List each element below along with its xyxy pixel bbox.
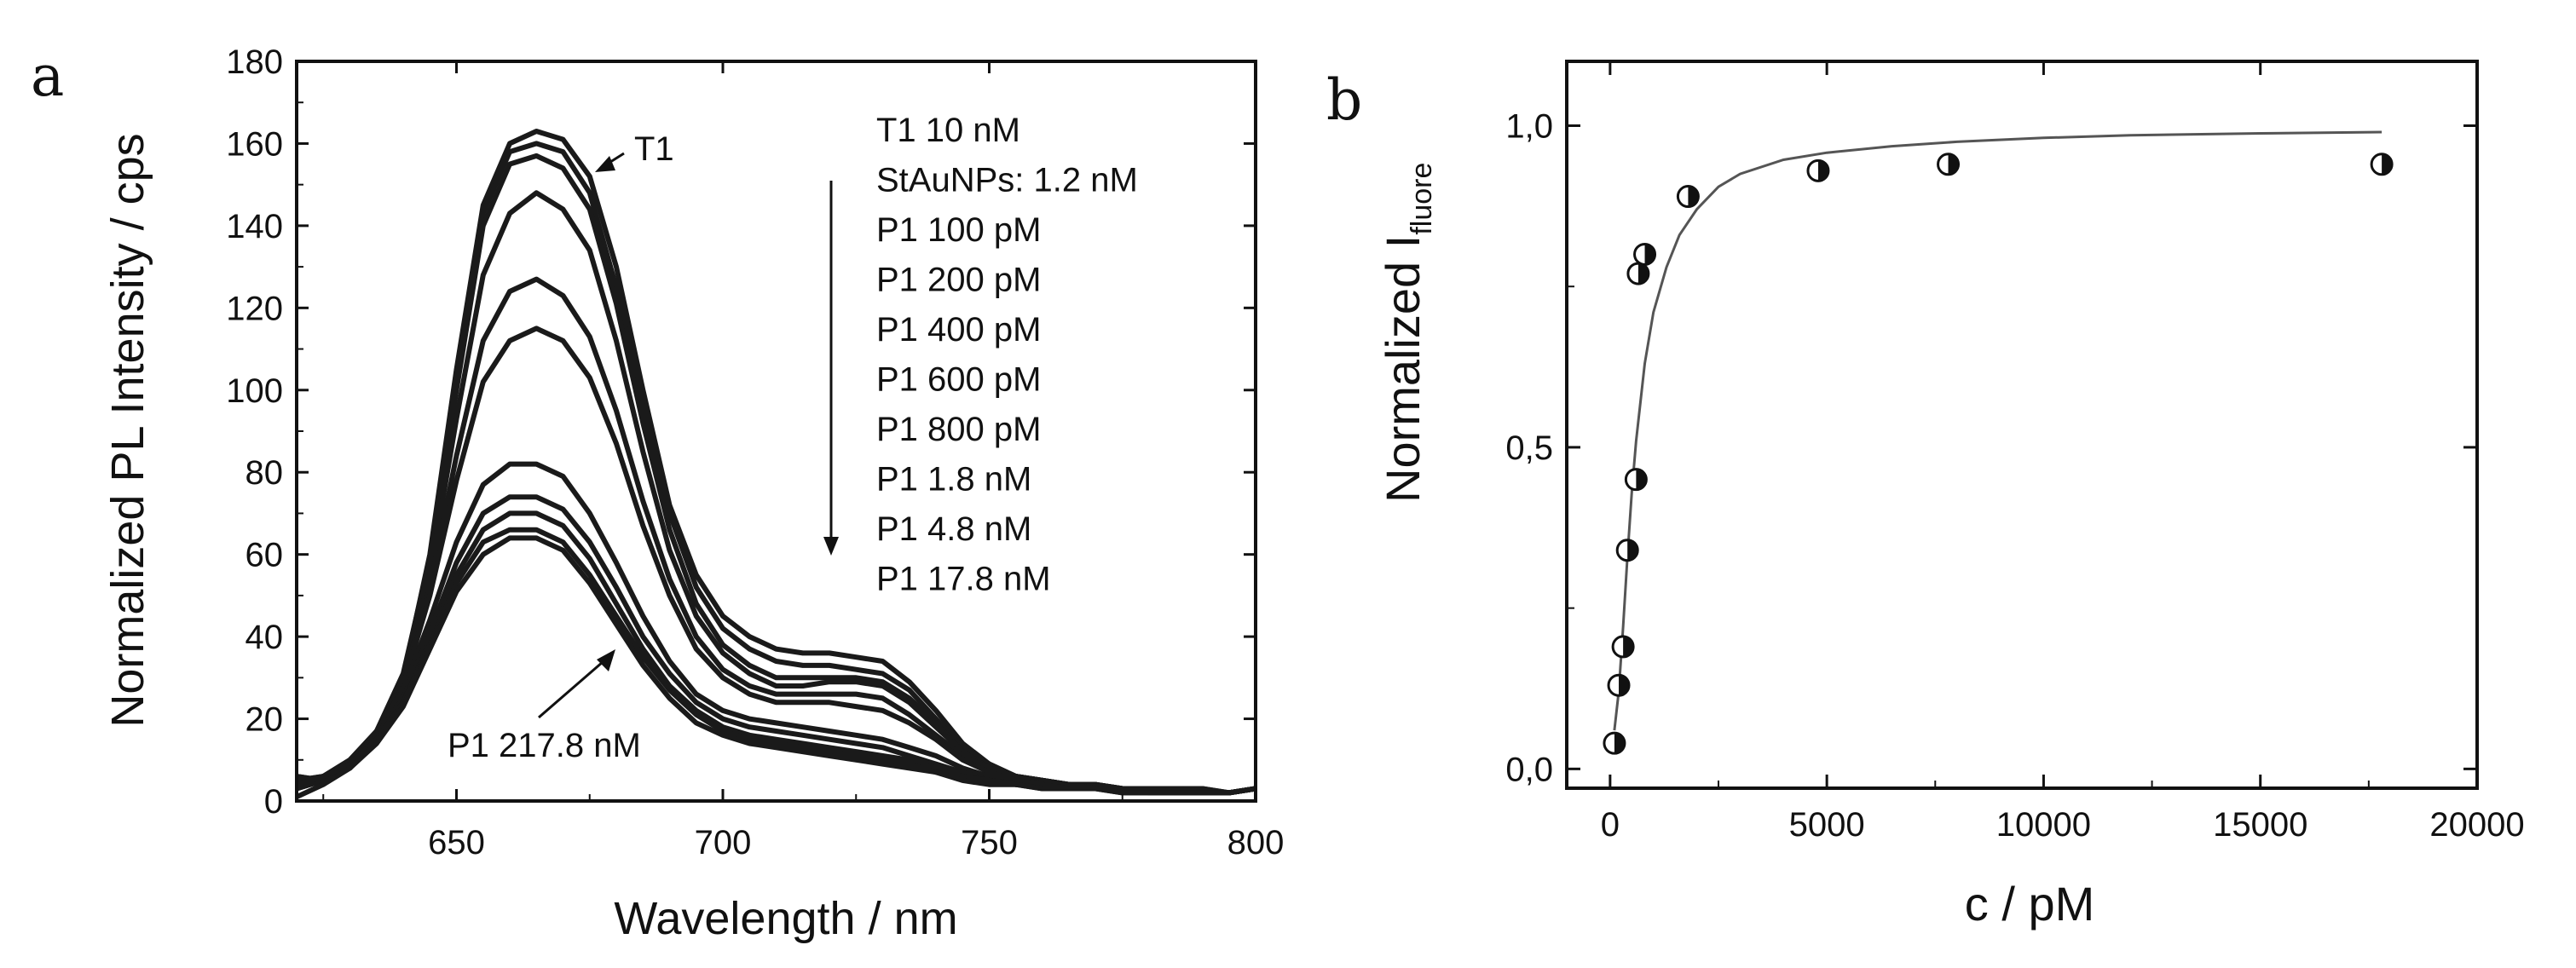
a-xtick-label: 700 <box>695 824 752 861</box>
fit-curve <box>1613 130 2383 731</box>
panel-a: a 0 20 40 60 80 100 120 140 160 180 650 700 750 800 W… <box>31 43 1284 944</box>
b-xtick-label: 10000 <box>1996 806 2091 844</box>
scatter-point <box>1806 158 1830 182</box>
scatter-point <box>2370 153 2394 176</box>
a-ytick-label: 160 <box>226 125 283 163</box>
panel-b-ylabel-sub: fluore <box>1406 163 1438 235</box>
legend-entry: P1 600 pM <box>876 361 1041 399</box>
panel-a-ylabel: Normalized PL Intensity / cps <box>102 133 153 727</box>
a-ytick-label: 40 <box>245 619 284 656</box>
a-ytick-label: 20 <box>245 701 284 739</box>
a-ytick-label: 60 <box>245 537 284 574</box>
scatter-point <box>1611 635 1635 659</box>
legend-entry: P1 100 pM <box>876 211 1041 249</box>
a-ytick-label: 180 <box>226 43 283 81</box>
panel-b-ylabel-main: Normalized I <box>1376 235 1430 503</box>
a-xtick-label: 750 <box>961 824 1018 861</box>
panel-b-ylabel: Normalized Ifluore <box>1376 163 1438 503</box>
a-ytick-label: 140 <box>226 208 283 245</box>
p1-arrow-line <box>538 654 610 719</box>
legend-entry: StAuNPs: 1.2 nM <box>876 162 1138 199</box>
p1-arrow-head <box>597 649 615 671</box>
legend-entry: P1 17.8 nM <box>876 561 1051 598</box>
a-ytick-label: 100 <box>226 372 283 410</box>
a-ytick-label: 120 <box>226 290 283 327</box>
scatter-point <box>1615 539 1639 562</box>
panel-a-xlabel: Wavelength / nm <box>614 893 957 944</box>
legend-entry: P1 4.8 nM <box>876 510 1031 548</box>
t1-annotation: T1 <box>634 130 674 168</box>
scatter-point <box>1676 185 1700 209</box>
a-xtick-label: 650 <box>428 824 485 861</box>
b-xtick-label: 15000 <box>2213 806 2307 844</box>
legend-entry: T1 10 nM <box>876 112 1020 149</box>
b-ytick-label: 1,0 <box>1505 107 1553 145</box>
panel-b-letter: b <box>1326 67 1362 133</box>
panel-b: b 0,0 0,5 1,0 0 5000 10000 15000 20000 c / pM N… <box>1326 60 2525 931</box>
panel-a-letter: a <box>31 43 64 109</box>
scatter-point <box>1937 153 1961 176</box>
p1-annotation: P1 217.8 nM <box>448 727 641 764</box>
legend-entry: P1 800 pM <box>876 411 1041 448</box>
b-ytick-label: 0,5 <box>1505 429 1553 467</box>
scatter-point <box>1626 262 1650 285</box>
legend-entry: P1 400 pM <box>876 311 1041 349</box>
scatter-point <box>1624 468 1648 492</box>
a-ytick-label: 0 <box>264 783 283 821</box>
legend-arrow-head <box>823 537 839 556</box>
series-line-p1-400-pm <box>296 276 1256 796</box>
b-xtick-label: 20000 <box>2429 806 2524 844</box>
scatter-point <box>1607 673 1631 697</box>
scatter-point <box>1633 242 1657 266</box>
legend-entry: P1 200 pM <box>876 262 1041 299</box>
a-xtick-label: 800 <box>1227 824 1285 861</box>
b-xtick-label: 0 <box>1601 806 1620 844</box>
panel-b-frame <box>1565 60 2479 790</box>
b-xtick-label: 5000 <box>1789 806 1865 844</box>
a-ytick-label: 80 <box>245 454 284 492</box>
panel-b-xlabel: c / pM <box>1965 877 2094 931</box>
series-line-p1-217.8-nm <box>295 535 1256 799</box>
legend-entry: P1 1.8 nM <box>876 461 1031 498</box>
scatter-point <box>1603 731 1626 755</box>
b-ytick-label: 0,0 <box>1505 751 1553 788</box>
t1-arrow-head <box>595 156 615 172</box>
